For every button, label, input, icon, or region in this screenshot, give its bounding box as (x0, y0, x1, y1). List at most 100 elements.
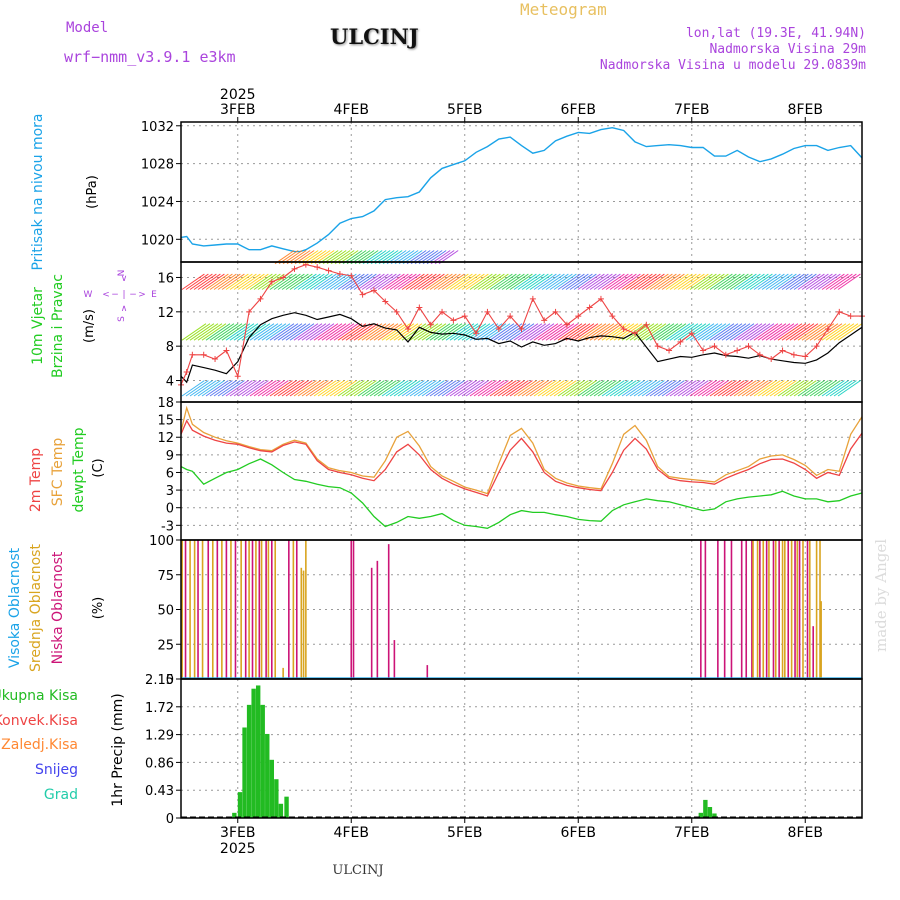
gust-marker (473, 330, 480, 337)
wind-barb (185, 323, 211, 341)
gust-marker (416, 304, 423, 311)
wind-barb (665, 323, 691, 341)
wind-barb (681, 380, 705, 397)
wind-barb (693, 273, 717, 290)
wind-barb (469, 380, 493, 397)
wind-barb (377, 380, 401, 397)
wind-barb (389, 380, 413, 397)
wind-barb (821, 273, 845, 290)
gust-marker (529, 295, 536, 302)
wind-barb (385, 273, 409, 290)
gust-marker (314, 264, 321, 271)
wind-barb (537, 323, 563, 341)
precip-bar (284, 796, 289, 818)
wind-barb (793, 323, 819, 341)
wind-barb (293, 380, 317, 397)
wind-barb (749, 273, 773, 290)
wind-barb (457, 380, 481, 397)
wind-units: (m/s) (82, 309, 97, 343)
wind-barb (497, 273, 521, 290)
elevation-info: Nadmorska Visina 29m (709, 42, 866, 57)
wind-barb (697, 323, 723, 341)
gust-marker (609, 313, 616, 320)
wind-barb (669, 380, 693, 397)
wind-barb (705, 273, 729, 290)
wind-barb (761, 273, 785, 290)
wind-barb (597, 323, 623, 341)
wind-barb (561, 380, 585, 397)
wind-barb (401, 380, 425, 397)
day-label-bottom: 3FEB (220, 825, 255, 841)
wind-barb (281, 323, 307, 341)
wind-barb (597, 273, 621, 290)
wind-barb (649, 273, 673, 290)
wind-barb (365, 323, 391, 341)
y-tick-label: 3 (166, 484, 174, 499)
wind-barb (517, 273, 541, 290)
sfc-temp-axis-title: SFC Temp (50, 438, 66, 507)
gust-marker (495, 325, 502, 332)
wind-barb (505, 273, 529, 290)
wind-barb (809, 273, 833, 290)
wind-barb (453, 380, 477, 397)
wind-barb (349, 380, 373, 397)
pressure-line (180, 126, 863, 253)
wind-barb (357, 273, 381, 290)
wind-barb (393, 273, 417, 290)
wind-barb (449, 273, 473, 290)
wind-barb (585, 380, 609, 397)
wind-barb (757, 380, 781, 397)
wind-barb (565, 380, 589, 397)
gust-marker (779, 347, 786, 354)
wind-barb (761, 380, 785, 397)
wind-barb (213, 273, 237, 290)
wind-barb (657, 273, 681, 290)
wind-barb (349, 273, 373, 290)
wind-barb (193, 273, 217, 290)
y-tick-label: 16 (157, 271, 174, 286)
wind-barb (745, 323, 771, 341)
pressure-units: (hPa) (85, 175, 100, 209)
wind-barb (429, 323, 455, 341)
wind-barb (461, 273, 485, 290)
wind-barb (833, 323, 859, 341)
grid-layer (181, 122, 862, 818)
wind-barb (753, 323, 779, 341)
wind-barb (581, 380, 605, 397)
gust-marker (790, 351, 797, 358)
wind-barb (489, 273, 513, 290)
wind-barb (237, 323, 263, 341)
wind-barb (449, 323, 475, 341)
wind-barb (241, 380, 265, 397)
wind-barb (429, 380, 453, 397)
wind-barb (329, 380, 353, 397)
wind-barb (453, 273, 477, 290)
wind-barb (189, 380, 213, 397)
y-tick-label: 0.86 (145, 756, 174, 771)
wind-barb (669, 323, 695, 341)
wind-barb (365, 273, 389, 290)
wind-barb (309, 380, 333, 397)
dewpt-axis-title: dewpt Temp (71, 427, 87, 512)
wind-barb (493, 380, 517, 397)
wind-barb (205, 273, 229, 290)
panel-frame (180, 401, 863, 541)
wind-barb (633, 323, 659, 341)
wind-barb (445, 323, 471, 341)
gust-marker (183, 368, 190, 375)
wind-barb (417, 380, 441, 397)
wind-barb (581, 273, 605, 290)
wind-barb (305, 273, 329, 290)
wind-barb (541, 380, 565, 397)
gust-marker (370, 287, 377, 294)
compass-dash-l: − (111, 290, 119, 300)
wind-barb (813, 380, 837, 397)
wind-gust-line (180, 264, 862, 386)
wind-barb (701, 380, 725, 397)
gust-marker (393, 308, 400, 315)
wind-barb (729, 273, 753, 290)
wind-barb (437, 380, 461, 397)
gust-marker (745, 343, 752, 350)
wind-barb (745, 273, 769, 290)
wind-barb (601, 273, 625, 290)
